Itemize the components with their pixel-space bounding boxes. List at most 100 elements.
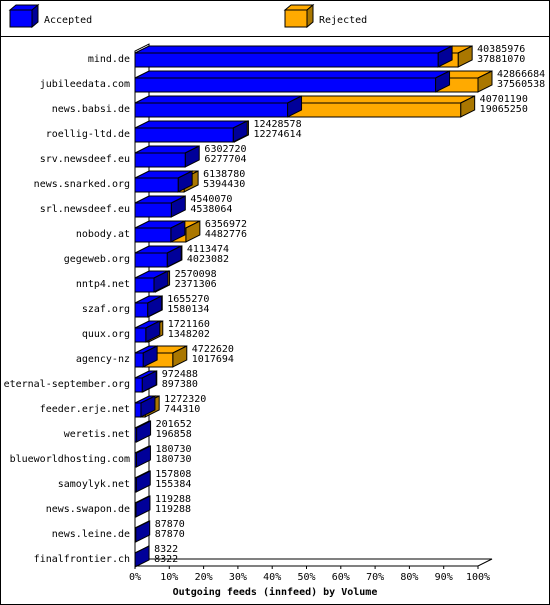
bar-accepted-front — [134, 477, 137, 493]
bar-accepted — [134, 70, 451, 93]
offered-value-label: 12428578 — [253, 119, 301, 130]
accepted-value-label: 196858 — [156, 429, 192, 440]
accepted-value-label: 37560538 — [497, 79, 545, 90]
offered-value-label: 87870 — [155, 519, 185, 530]
accepted-value-label: 6277704 — [204, 154, 246, 165]
bar-accepted-front — [134, 452, 137, 468]
accepted-value-label: 4538064 — [190, 204, 232, 215]
bar-accepted-front — [134, 227, 172, 243]
bar-accepted — [134, 395, 156, 418]
x-tick-label: 100% — [466, 572, 490, 583]
bar-rejected-front — [287, 102, 462, 118]
category-label: srv.newsdeef.eu — [40, 154, 130, 165]
floor — [134, 558, 493, 567]
bar-accepted — [134, 320, 161, 343]
bar-accepted-front — [134, 177, 179, 193]
bar-rejected-top — [287, 95, 475, 104]
bar-accepted — [134, 445, 151, 468]
accepted-value-label: 8322 — [154, 554, 178, 565]
accepted-value-label: 37881070 — [477, 54, 525, 65]
offered-value-label: 40701190 — [480, 94, 528, 105]
bar-accepted — [134, 195, 186, 218]
bar-accepted-front — [134, 402, 142, 418]
bar-accepted — [134, 495, 151, 518]
offered-value-label: 201652 — [156, 419, 192, 430]
offered-value-label: 6356972 — [205, 219, 247, 230]
offered-value-label: 972488 — [162, 369, 198, 380]
offered-value-label: 8322 — [154, 544, 178, 555]
accepted-value-label: 1580134 — [167, 304, 209, 315]
offered-value-label: 42866684 — [497, 69, 545, 80]
accepted-value-label: 897380 — [162, 379, 198, 390]
x-tick-label: 70% — [366, 572, 384, 583]
bar-accepted-front — [134, 252, 168, 268]
offered-value-label: 6302720 — [204, 144, 246, 155]
offered-value-label: 157808 — [155, 469, 191, 480]
x-axis: 0% 10% 20% 30% 40% 50% 60% 70% 80% 90% 100% — [129, 565, 490, 583]
bar-accepted — [134, 220, 186, 243]
accepted-value-label: 87870 — [155, 529, 185, 540]
category-label: nobody.at — [76, 229, 130, 240]
category-label: srl.newsdeef.eu — [40, 204, 130, 215]
accepted-value-label: 5394430 — [203, 179, 245, 190]
category-label: finalfrontier.ch — [34, 554, 130, 565]
legend-rejected-swatch — [283, 3, 315, 29]
offered-value-label: 4722620 — [192, 344, 234, 355]
bar-accepted-front — [134, 152, 186, 168]
bar-accepted-top — [134, 95, 302, 104]
x-tick-label: 20% — [195, 572, 213, 583]
bar-rejected — [287, 95, 476, 118]
bar-accepted — [134, 245, 182, 268]
category-label: news.swapon.de — [46, 504, 130, 515]
bar-accepted — [134, 420, 152, 443]
accepted-value-label: 155384 — [155, 479, 191, 490]
offered-value-label: 119288 — [155, 494, 191, 505]
accepted-value-label: 180730 — [155, 454, 191, 465]
accepted-value-label: 1017694 — [192, 354, 234, 365]
offered-value-label: 1721160 — [168, 319, 210, 330]
offered-value-label: 1655270 — [167, 294, 209, 305]
category-label: feeder.erje.net — [40, 404, 130, 415]
category-label: agency-nz — [76, 354, 130, 365]
bar-accepted — [134, 120, 248, 143]
bar-accepted — [134, 470, 151, 493]
bar-accepted-front — [134, 77, 437, 93]
offered-value-label: 2570098 — [175, 269, 217, 280]
category-label: news.snarked.org — [34, 179, 130, 190]
legend-accepted-label: Accepted — [44, 15, 92, 26]
bar-accepted — [134, 95, 303, 118]
accepted-value-label: 4023082 — [187, 254, 229, 265]
bar-accepted-front — [134, 127, 234, 143]
accepted-value-label: 2371306 — [175, 279, 217, 290]
bar-accepted-front — [134, 277, 155, 293]
category-label: quux.org — [82, 329, 130, 340]
bar-accepted-top — [134, 45, 453, 54]
category-label: samoylyk.net — [58, 479, 130, 490]
bar-accepted — [134, 270, 169, 293]
bar-accepted-front — [134, 52, 439, 68]
accepted-value-label: 119288 — [155, 504, 191, 515]
accepted-value-label: 744310 — [164, 404, 200, 415]
x-tick-label: 60% — [332, 572, 350, 583]
accepted-value-label: 4482776 — [205, 229, 247, 240]
x-tick-label: 90% — [435, 572, 453, 583]
legend-accepted-swatch — [8, 3, 40, 29]
bar-accepted — [134, 345, 158, 368]
offered-value-label: 1272320 — [164, 394, 206, 405]
accepted-value-label: 19065250 — [480, 104, 528, 115]
